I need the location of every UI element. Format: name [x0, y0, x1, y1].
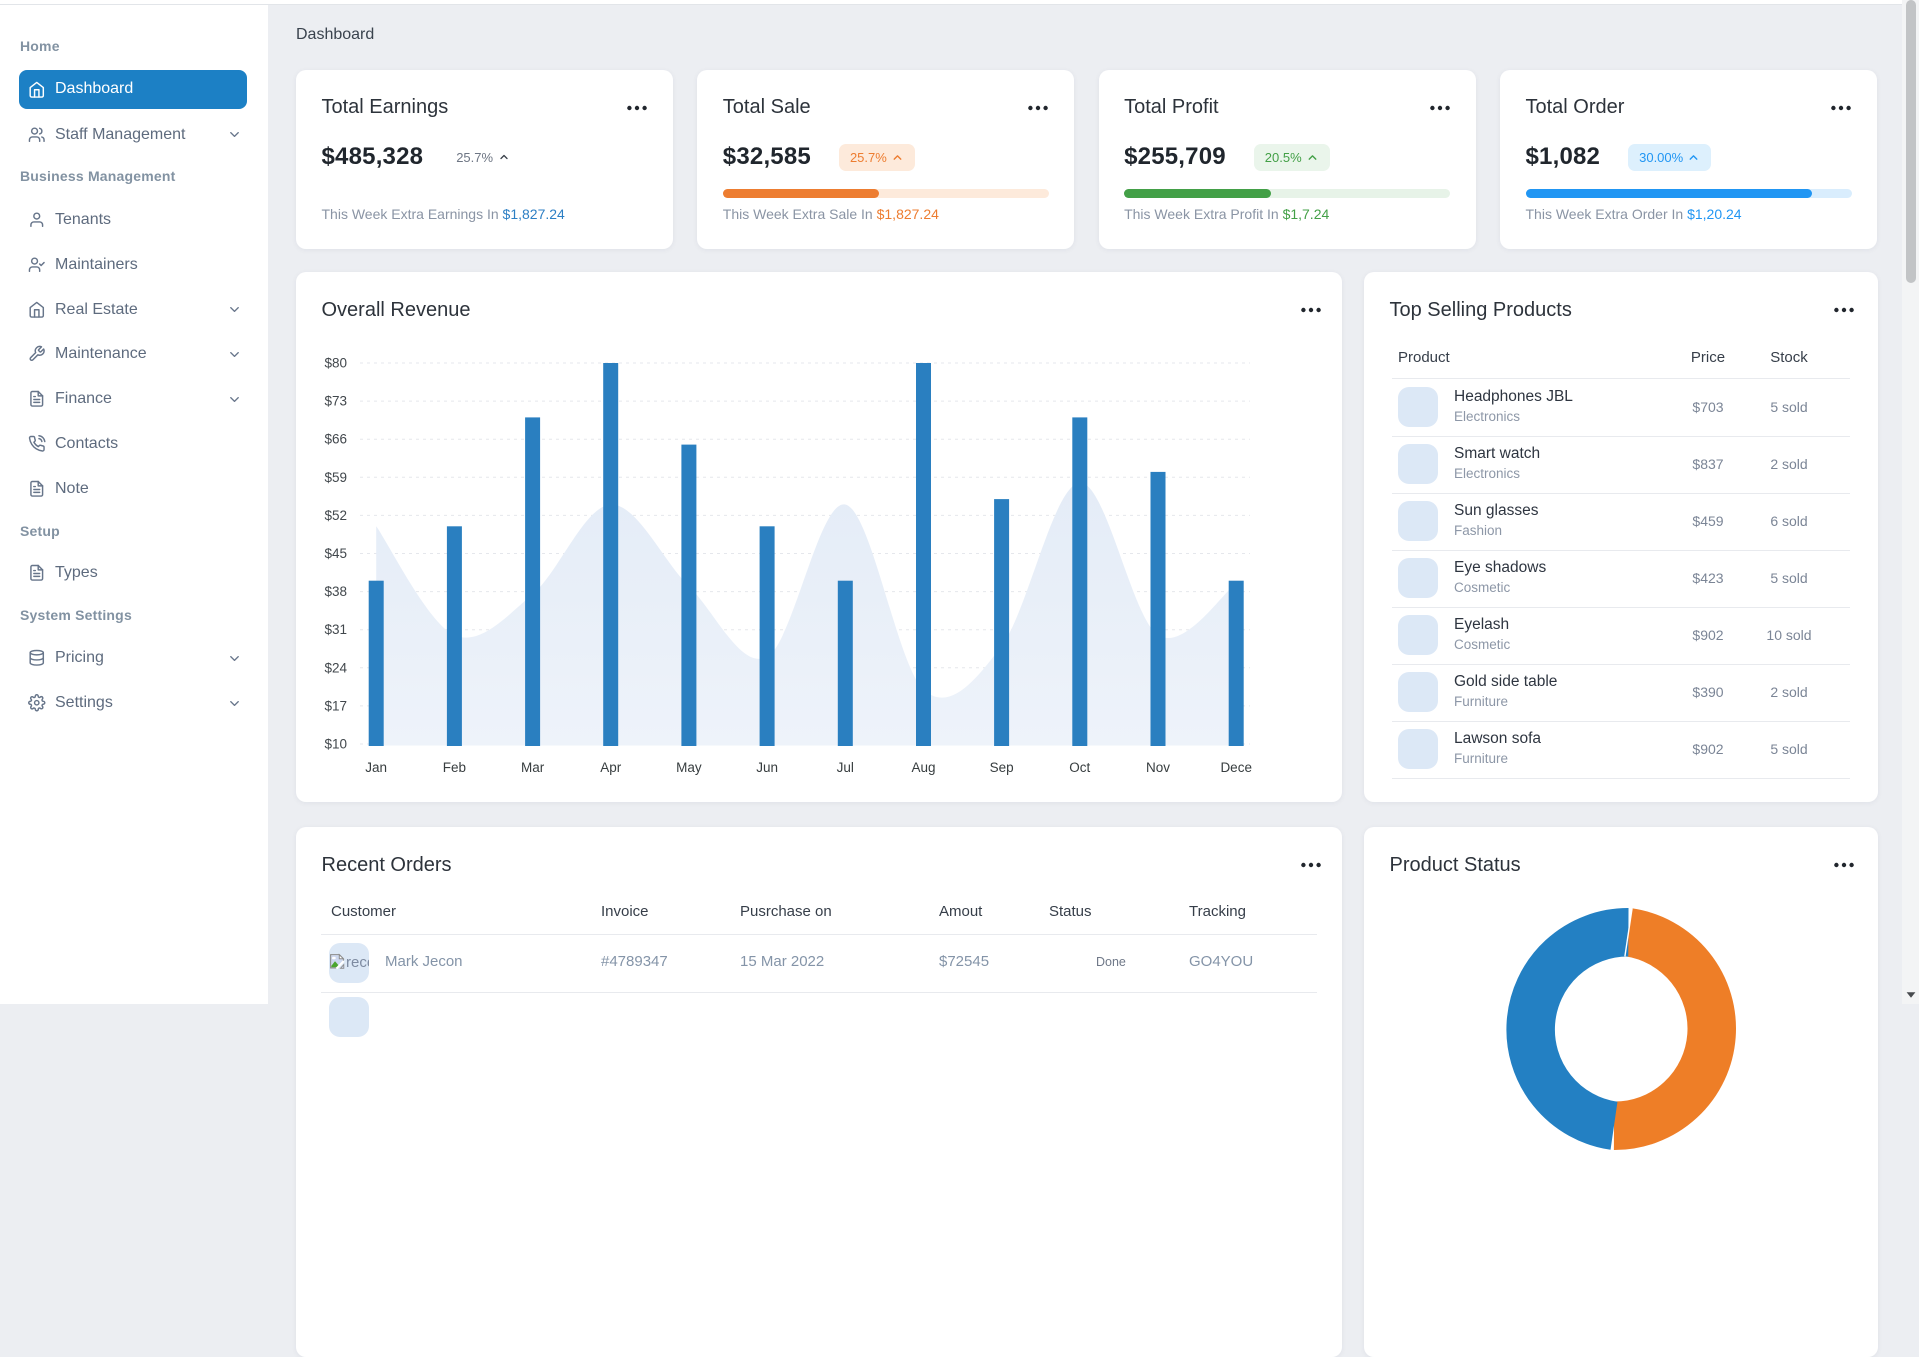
svg-text:$80: $80: [324, 356, 347, 371]
svg-text:Feb: Feb: [443, 760, 466, 775]
svg-text:$66: $66: [324, 432, 347, 447]
svg-text:$24: $24: [324, 660, 347, 675]
svg-text:Jan: Jan: [365, 760, 387, 775]
svg-text:$31: $31: [324, 622, 347, 637]
svg-text:$10: $10: [324, 737, 347, 752]
svg-text:Jun: Jun: [756, 760, 778, 775]
svg-text:May: May: [676, 760, 702, 775]
svg-text:Nov: Nov: [1146, 760, 1170, 775]
svg-text:Aug: Aug: [911, 760, 935, 775]
svg-text:Dece: Dece: [1220, 760, 1252, 775]
svg-text:Oct: Oct: [1069, 760, 1090, 775]
svg-text:$38: $38: [324, 584, 347, 599]
svg-text:$73: $73: [324, 394, 347, 409]
svg-text:$52: $52: [324, 508, 347, 523]
svg-text:$45: $45: [324, 546, 347, 561]
svg-text:Apr: Apr: [600, 760, 622, 775]
svg-text:Jul: Jul: [837, 760, 854, 775]
svg-text:$17: $17: [324, 698, 347, 713]
svg-text:Mar: Mar: [521, 760, 545, 775]
svg-text:Sep: Sep: [990, 760, 1014, 775]
svg-text:$59: $59: [324, 470, 347, 485]
